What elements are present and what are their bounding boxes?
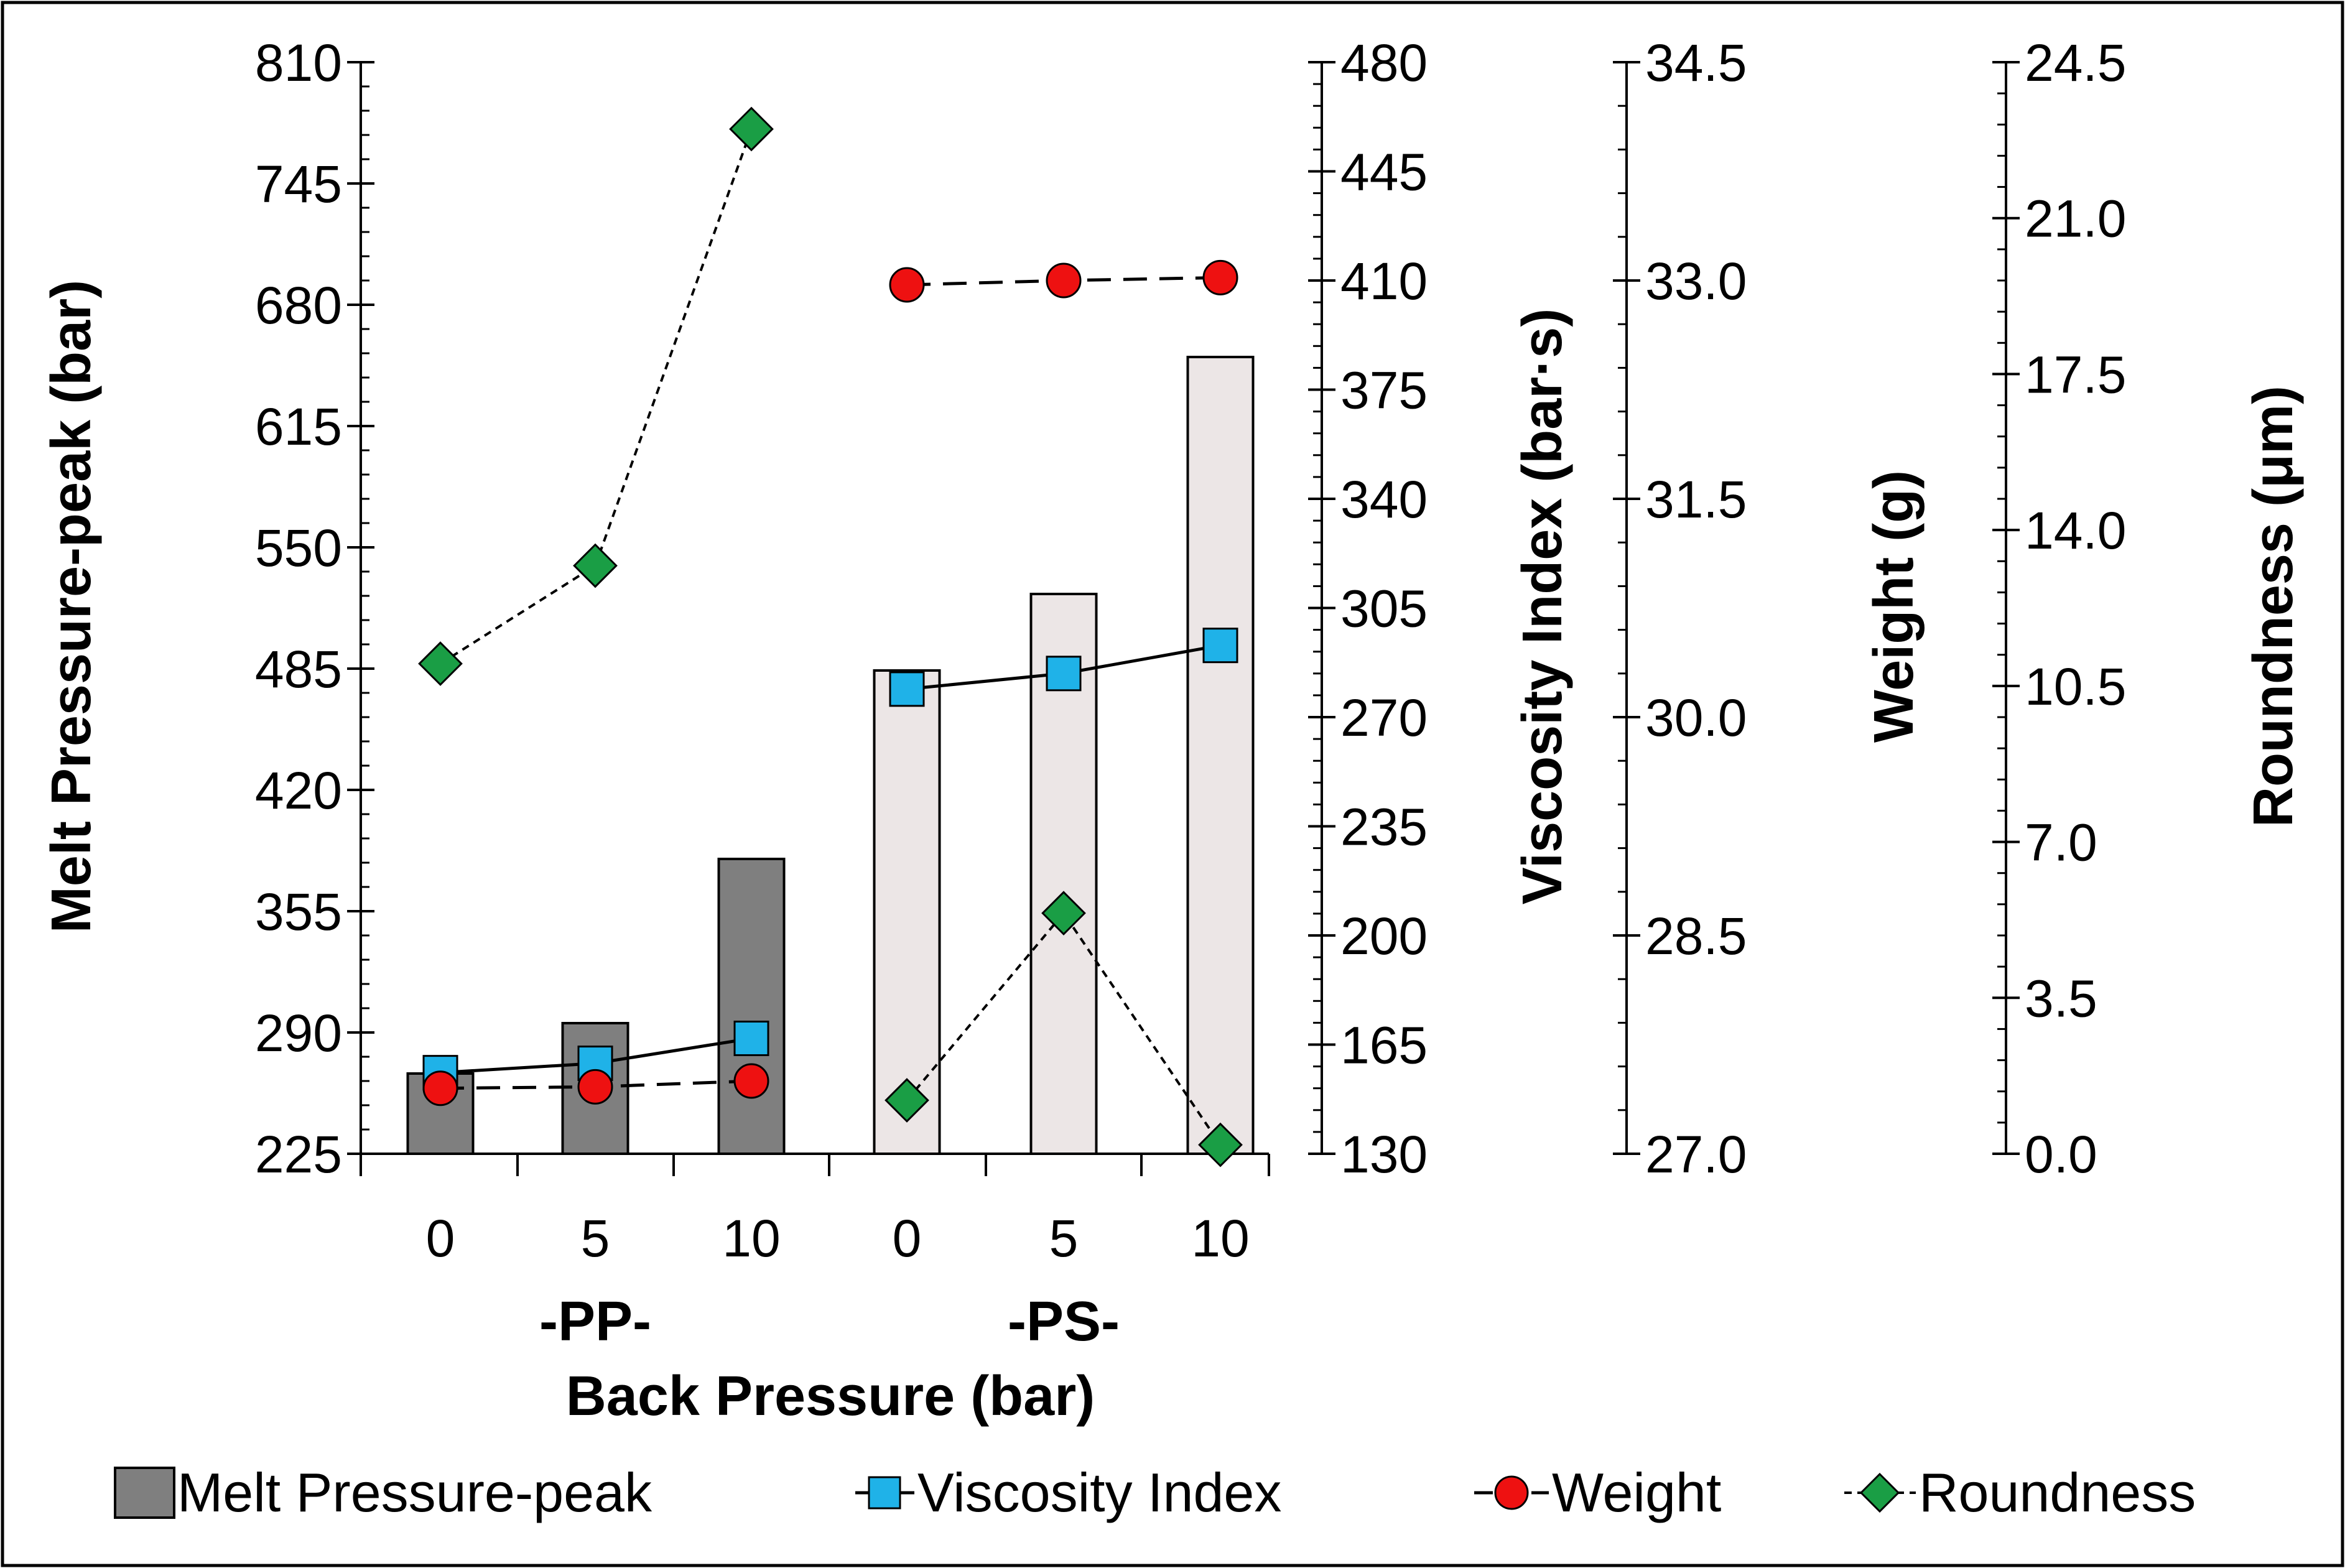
melt-tick-label: 420 xyxy=(255,761,342,820)
roundness-line xyxy=(906,911,1222,1146)
melt-tick-label: 225 xyxy=(255,1125,342,1184)
roundness-point-3 xyxy=(885,1078,929,1123)
melt-axis-title: Melt Pressure-peak (bar) xyxy=(40,280,103,933)
roundness-tick-label: 3.5 xyxy=(2025,969,2097,1028)
legend-marker-roundness xyxy=(1859,1472,1900,1513)
roundness-tick-label: 14.0 xyxy=(2025,501,2127,560)
roundness-axis-title: Roundness (μm) xyxy=(2242,386,2305,827)
lines-layer xyxy=(418,106,1243,1167)
weight-point-3 xyxy=(889,267,925,303)
weight-point-5 xyxy=(1202,259,1238,295)
weight-tick-label: 27.0 xyxy=(1645,1125,1747,1184)
legend-label-weight: Weight xyxy=(1552,1462,1721,1523)
x-axis-title: Back Pressure (bar) xyxy=(566,1365,1095,1427)
weight-tick-label: 30.0 xyxy=(1645,689,1747,747)
melt-tick-label: 290 xyxy=(255,1004,342,1062)
viscosity-tick-label: 305 xyxy=(1340,580,1428,638)
viscosity-index-point-4 xyxy=(1046,656,1082,692)
viscosity-tick-label: 445 xyxy=(1340,143,1428,202)
roundness-point-2 xyxy=(729,106,774,152)
viscosity-tick-label: 270 xyxy=(1340,689,1428,747)
roundness-tick-label: 10.5 xyxy=(2025,657,2127,716)
melt-tick-label: 615 xyxy=(255,397,342,456)
viscosity-tick-label: 480 xyxy=(1340,34,1428,92)
roundness-point-0 xyxy=(418,641,463,686)
viscosity-tick-label: 165 xyxy=(1340,1016,1428,1075)
weight-point-0 xyxy=(422,1070,458,1106)
roundness-point-1 xyxy=(573,543,618,588)
bar-melt-pressure-5 xyxy=(1186,356,1255,1155)
x-tick-label: 5 xyxy=(1049,1209,1079,1268)
viscosity-axis-title: Viscosity Index (bar·s) xyxy=(1511,308,1574,905)
viscosity-tick-label: 200 xyxy=(1340,907,1428,965)
weight-point-4 xyxy=(1046,262,1082,299)
viscosity-index-point-3 xyxy=(889,671,925,707)
legend-marker-weight xyxy=(1494,1475,1529,1510)
legend-label-melt: Melt Pressure-peak xyxy=(177,1462,652,1523)
weight-tick-label: 33.0 xyxy=(1645,252,1747,310)
x-tick-label: 10 xyxy=(722,1209,780,1268)
melt-tick-label: 355 xyxy=(255,883,342,941)
melt-tick-label: 745 xyxy=(255,155,342,213)
melt-tick-label: 485 xyxy=(255,640,342,698)
bar-melt-pressure-3 xyxy=(873,669,941,1155)
viscosity-tick-label: 375 xyxy=(1340,361,1428,420)
roundness-tick-label: 17.5 xyxy=(2025,345,2127,404)
viscosity-tick-label: 130 xyxy=(1340,1125,1428,1184)
viscosity-index-point-5 xyxy=(1202,628,1238,664)
viscosity-tick-label: 235 xyxy=(1340,798,1428,856)
roundness-tick-label: 21.0 xyxy=(2025,190,2127,248)
x-tick-label: 0 xyxy=(426,1209,455,1268)
viscosity-index-point-2 xyxy=(733,1020,769,1056)
weight-point-1 xyxy=(577,1069,613,1105)
x-group-label: -PS- xyxy=(1008,1291,1120,1353)
labels-layer: 2252903554204855506156807458101301652002… xyxy=(40,34,2305,1427)
roundness-tick-label: 7.0 xyxy=(2025,814,2097,872)
viscosity-tick-label: 410 xyxy=(1340,252,1428,310)
roundness-tick-label: 0.0 xyxy=(2025,1125,2097,1184)
x-tick-label: 0 xyxy=(893,1209,922,1268)
legend-label-roundness: Roundness xyxy=(1919,1462,2196,1523)
legend-marker-viscosity xyxy=(868,1476,901,1510)
x-tick-label: 5 xyxy=(581,1209,610,1268)
melt-tick-label: 680 xyxy=(255,276,342,335)
melt-tick-label: 810 xyxy=(255,34,342,92)
x-group-label: -PP- xyxy=(539,1291,651,1353)
roundness-point-5 xyxy=(1198,1122,1243,1167)
weight-tick-label: 31.5 xyxy=(1645,470,1747,529)
weight-tick-label: 28.5 xyxy=(1645,907,1747,965)
bar-melt-pressure-2 xyxy=(717,858,786,1155)
weight-tick-label: 34.5 xyxy=(1645,34,1747,92)
legend-label-viscosity: Viscosity Index xyxy=(917,1462,1281,1523)
x-tick-label: 10 xyxy=(1191,1209,1249,1268)
bars-layer xyxy=(406,356,1255,1155)
legend-swatch-melt xyxy=(114,1467,175,1519)
weight-axis-title: Weight (g) xyxy=(1863,470,1925,743)
axes-layer xyxy=(347,61,2020,1176)
roundness-tick-label: 24.5 xyxy=(2025,34,2127,92)
viscosity-tick-label: 340 xyxy=(1340,470,1428,529)
roundness-point-4 xyxy=(1041,891,1086,936)
melt-tick-label: 550 xyxy=(255,519,342,577)
weight-point-2 xyxy=(733,1063,769,1099)
legend: Melt Pressure-peak Viscosity Index Weight R… xyxy=(114,1462,2196,1523)
